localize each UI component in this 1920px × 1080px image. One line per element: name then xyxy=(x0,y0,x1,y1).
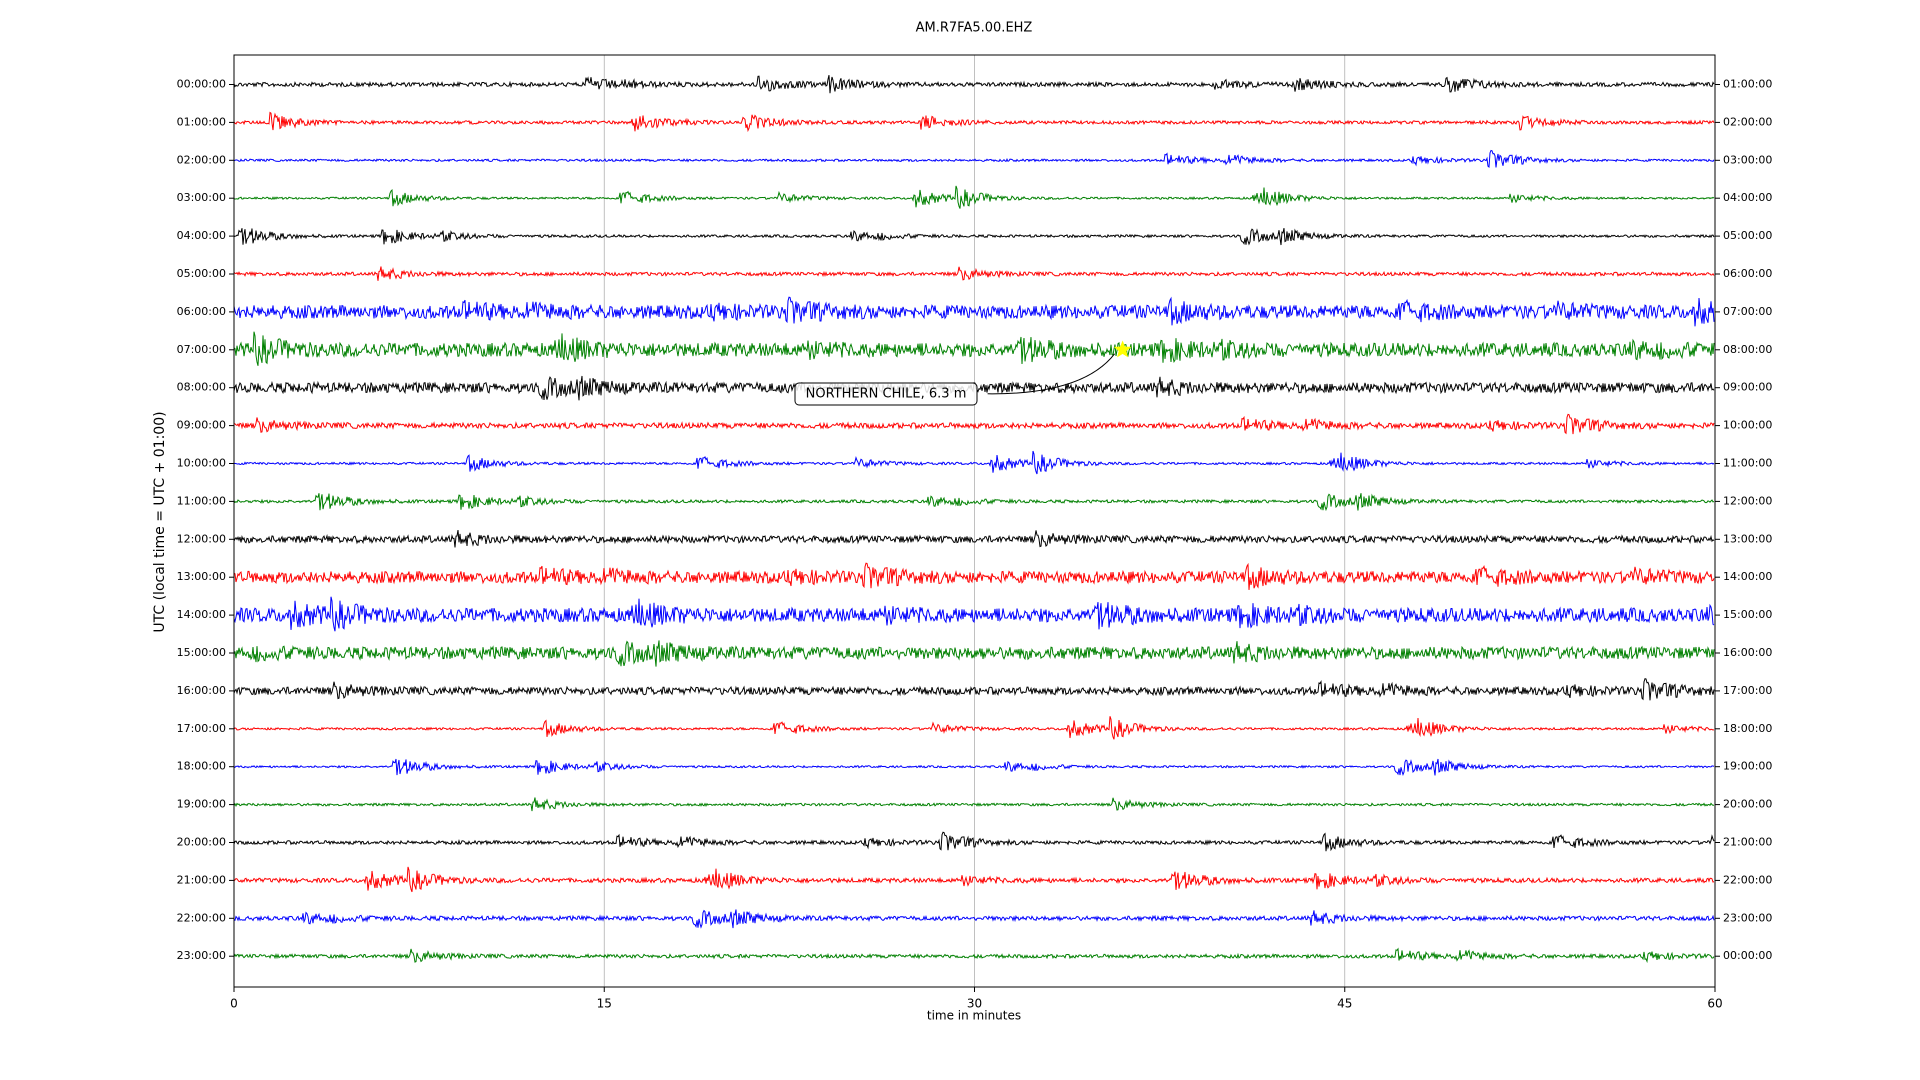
y2-tick-label: 10:00:00 xyxy=(1723,419,1772,432)
y2-tick-label: 09:00:00 xyxy=(1723,381,1772,394)
y-tick-label: 20:00:00 xyxy=(177,836,226,849)
y-axis-label: UTC (local time = UTC + 01:00) xyxy=(152,411,168,632)
y-tick-label: 06:00:00 xyxy=(177,305,226,318)
y-tick-label: 23:00:00 xyxy=(177,949,226,962)
y-tick-label: 05:00:00 xyxy=(177,267,226,280)
trace xyxy=(233,185,1715,209)
y2-tick-label: 01:00:00 xyxy=(1723,78,1772,91)
x-tick-label: 45 xyxy=(1337,997,1352,1011)
annotation: NORTHERN CHILE, 6.3 m xyxy=(794,340,1132,406)
x-tick-label: 60 xyxy=(1707,997,1722,1011)
y2-tick-label: 06:00:00 xyxy=(1723,267,1772,280)
y2-tick-label: 08:00:00 xyxy=(1723,343,1772,356)
trace xyxy=(233,493,1715,512)
y-tick-label: 10:00:00 xyxy=(177,457,226,470)
trace xyxy=(233,716,1715,740)
y2-tick-label: 13:00:00 xyxy=(1723,532,1772,545)
trace xyxy=(233,331,1715,366)
y-tick-label: 09:00:00 xyxy=(177,419,226,432)
y-tick-label: 14:00:00 xyxy=(177,608,226,621)
trace xyxy=(233,678,1715,701)
y-tick-label: 21:00:00 xyxy=(177,873,226,886)
y-tick-label: 19:00:00 xyxy=(177,798,226,811)
chart-title: AM.R7FA5.00.EHZ xyxy=(916,21,1033,36)
y-tick-label: 01:00:00 xyxy=(177,115,226,128)
y-tick-label: 18:00:00 xyxy=(177,760,226,773)
y-tick-label: 15:00:00 xyxy=(177,646,226,659)
y-tick-label: 17:00:00 xyxy=(177,722,226,735)
y-tick-label: 11:00:00 xyxy=(177,494,226,507)
y2-tick-label: 05:00:00 xyxy=(1723,229,1772,242)
trace xyxy=(233,530,1715,548)
trace xyxy=(233,797,1715,812)
trace xyxy=(233,149,1715,168)
y2-tick-label: 17:00:00 xyxy=(1723,684,1772,697)
y-tick-label: 04:00:00 xyxy=(177,229,226,242)
y-tick-label: 02:00:00 xyxy=(177,153,226,166)
x-tick-label: 15 xyxy=(597,997,612,1011)
event-star xyxy=(1113,340,1132,358)
annotation-box xyxy=(794,382,978,406)
annotation-arrow xyxy=(987,353,1115,395)
trace xyxy=(233,758,1715,776)
trace xyxy=(233,266,1715,281)
y2-tick-label: 07:00:00 xyxy=(1723,305,1772,318)
y2-tick-label: 23:00:00 xyxy=(1723,911,1772,924)
y2-tick-label: 03:00:00 xyxy=(1723,153,1772,166)
trace xyxy=(233,596,1715,632)
y2-tick-label: 15:00:00 xyxy=(1723,608,1772,621)
trace xyxy=(233,866,1715,893)
trace xyxy=(233,831,1715,852)
y-tick-label: 16:00:00 xyxy=(177,684,226,697)
y2-tick-label: 04:00:00 xyxy=(1723,191,1772,204)
y2-tick-label: 12:00:00 xyxy=(1723,494,1772,507)
y-tick-label: 08:00:00 xyxy=(177,381,226,394)
y2-tick-label: 18:00:00 xyxy=(1723,722,1772,735)
y2-tick-label: 16:00:00 xyxy=(1723,646,1772,659)
y-tick-label: 00:00:00 xyxy=(177,78,226,91)
trace xyxy=(233,227,1715,246)
x-tick-label: 30 xyxy=(967,997,982,1011)
trace xyxy=(233,413,1715,435)
trace xyxy=(233,562,1715,590)
trace xyxy=(233,947,1715,964)
y-tick-label: 03:00:00 xyxy=(177,191,226,204)
y2-tick-label: 19:00:00 xyxy=(1723,760,1772,773)
y2-tick-label: 02:00:00 xyxy=(1723,115,1772,128)
trace xyxy=(233,74,1715,94)
y-tick-label: 22:00:00 xyxy=(177,911,226,924)
trace xyxy=(233,111,1715,133)
trace xyxy=(233,640,1715,667)
trace xyxy=(233,296,1715,327)
y-tick-label: 13:00:00 xyxy=(177,570,226,583)
trace xyxy=(233,450,1715,475)
y2-tick-label: 20:00:00 xyxy=(1723,798,1772,811)
y2-tick-label: 22:00:00 xyxy=(1723,873,1772,886)
y-tick-label: 07:00:00 xyxy=(177,343,226,356)
x-tick-label: 0 xyxy=(230,997,238,1011)
annotation-label: NORTHERN CHILE, 6.3 m xyxy=(806,387,967,402)
y2-tick-label: 14:00:00 xyxy=(1723,570,1772,583)
y2-tick-label: 00:00:00 xyxy=(1723,949,1772,962)
y-tick-label: 12:00:00 xyxy=(177,532,226,545)
trace xyxy=(233,909,1715,929)
x-axis-label: time in minutes xyxy=(927,1009,1021,1023)
y2-tick-label: 21:00:00 xyxy=(1723,836,1772,849)
y2-tick-label: 11:00:00 xyxy=(1723,457,1772,470)
plot-frame xyxy=(233,54,1716,988)
